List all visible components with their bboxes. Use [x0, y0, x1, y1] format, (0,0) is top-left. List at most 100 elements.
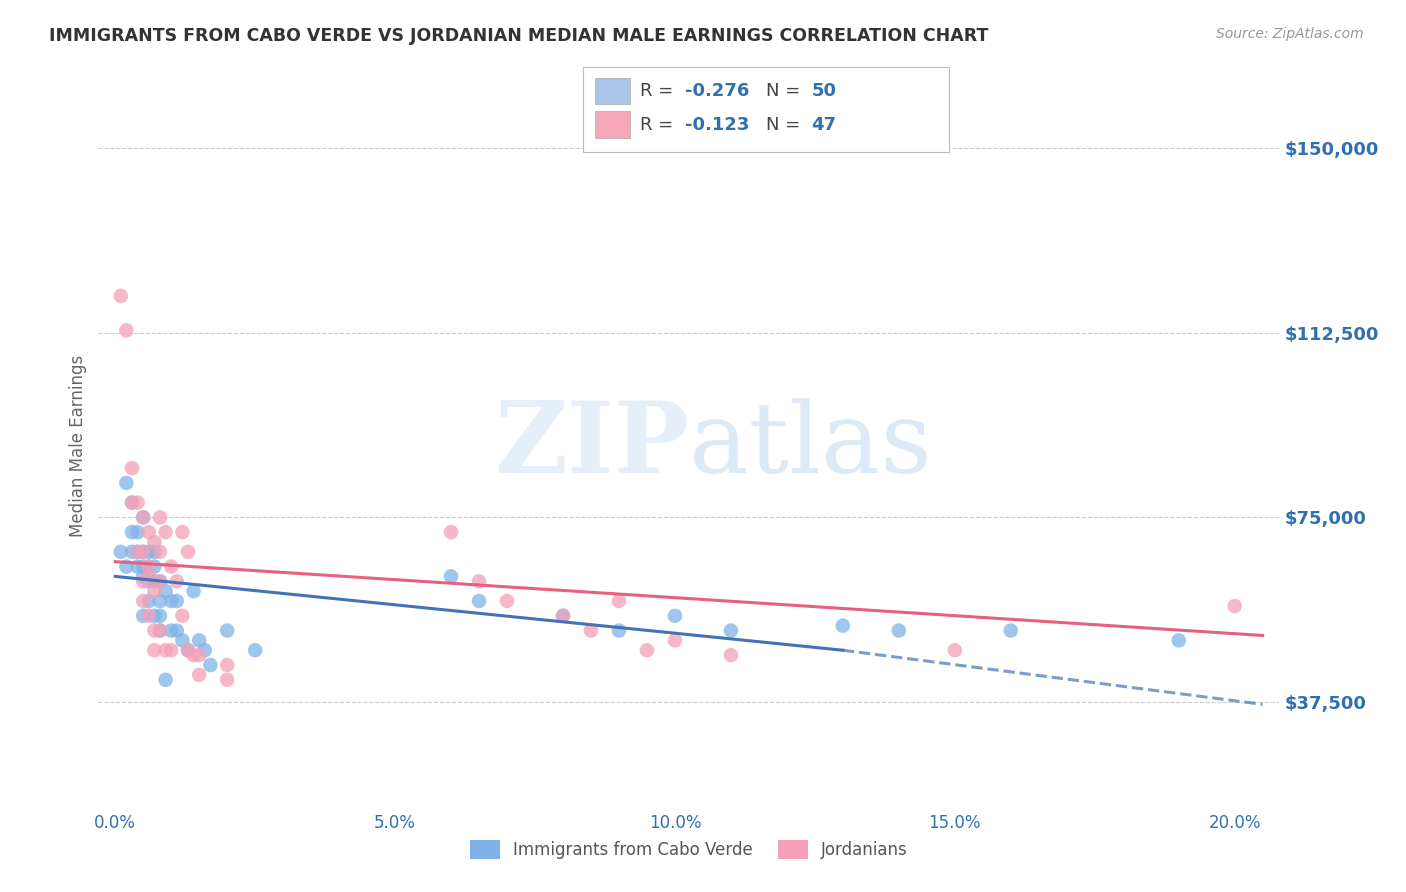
Point: [166, 594, 188, 608]
Point: [138, 525, 160, 540]
Point: [166, 624, 188, 638]
Text: IMMIGRANTS FROM CABO VERDE VS JORDANIAN MEDIAN MALE EARNINGS CORRELATION CHART: IMMIGRANTS FROM CABO VERDE VS JORDANIAN …: [49, 27, 988, 45]
Point: [217, 658, 239, 673]
Point: [121, 495, 143, 509]
Point: [138, 545, 160, 559]
Point: [143, 584, 166, 599]
Point: [155, 643, 177, 657]
Point: [1000, 624, 1022, 638]
Point: [188, 668, 211, 682]
Point: [636, 643, 658, 657]
Point: [664, 633, 686, 648]
Point: [166, 574, 188, 589]
Point: [127, 495, 149, 509]
Text: -0.123: -0.123: [685, 116, 749, 134]
Point: [121, 495, 143, 509]
Point: [155, 673, 177, 687]
Point: [110, 289, 132, 303]
Point: [138, 569, 160, 583]
Point: [155, 525, 177, 540]
Point: [664, 608, 686, 623]
Point: [132, 559, 155, 574]
Point: [468, 574, 491, 589]
Point: [115, 559, 138, 574]
Point: [172, 633, 194, 648]
Point: [172, 525, 194, 540]
Text: 47: 47: [811, 116, 837, 134]
Point: [149, 574, 172, 589]
Point: [132, 545, 155, 559]
Text: 50: 50: [811, 82, 837, 100]
Point: [143, 624, 166, 638]
Point: [132, 594, 155, 608]
Point: [1167, 633, 1189, 648]
Point: [194, 643, 217, 657]
Text: atlas: atlas: [689, 398, 932, 494]
Point: [155, 584, 177, 599]
Point: [607, 624, 630, 638]
Point: [127, 525, 149, 540]
Point: [551, 608, 574, 623]
Point: [132, 545, 155, 559]
Point: [149, 624, 172, 638]
Text: Source: ZipAtlas.com: Source: ZipAtlas.com: [1216, 27, 1364, 41]
Point: [177, 643, 200, 657]
Point: [579, 624, 602, 638]
Text: R =: R =: [640, 82, 679, 100]
Point: [143, 559, 166, 574]
Point: [607, 594, 630, 608]
Point: [160, 643, 183, 657]
Point: [143, 643, 166, 657]
Point: [132, 510, 155, 524]
Point: [200, 658, 222, 673]
Point: [160, 624, 183, 638]
Point: [172, 608, 194, 623]
Point: [887, 624, 910, 638]
Point: [138, 608, 160, 623]
Point: [143, 574, 166, 589]
Point: [138, 559, 160, 574]
Point: [1223, 599, 1246, 613]
Point: [468, 594, 491, 608]
Point: [720, 624, 742, 638]
Point: [943, 643, 966, 657]
Text: N =: N =: [766, 116, 806, 134]
Point: [132, 510, 155, 524]
Point: [188, 648, 211, 662]
Point: [551, 608, 574, 623]
Point: [127, 559, 149, 574]
Point: [138, 574, 160, 589]
Y-axis label: Median Male Earnings: Median Male Earnings: [69, 355, 87, 537]
Point: [132, 608, 155, 623]
Point: [121, 545, 143, 559]
Point: [243, 643, 266, 657]
Point: [115, 323, 138, 337]
Point: [440, 569, 463, 583]
Point: [143, 535, 166, 549]
Point: [149, 624, 172, 638]
Point: [132, 569, 155, 583]
Point: [110, 545, 132, 559]
Point: [132, 574, 155, 589]
Point: [720, 648, 742, 662]
Point: [127, 545, 149, 559]
Point: [149, 594, 172, 608]
Text: R =: R =: [640, 116, 679, 134]
Point: [121, 461, 143, 475]
Point: [149, 510, 172, 524]
Point: [160, 559, 183, 574]
Point: [183, 584, 205, 599]
Point: [143, 545, 166, 559]
Text: ZIP: ZIP: [494, 398, 689, 494]
Point: [138, 559, 160, 574]
Point: [440, 525, 463, 540]
Text: -0.276: -0.276: [685, 82, 749, 100]
Point: [177, 545, 200, 559]
Point: [149, 608, 172, 623]
Text: N =: N =: [766, 82, 806, 100]
Point: [217, 624, 239, 638]
Point: [121, 525, 143, 540]
Point: [149, 545, 172, 559]
Point: [177, 643, 200, 657]
Point: [160, 594, 183, 608]
